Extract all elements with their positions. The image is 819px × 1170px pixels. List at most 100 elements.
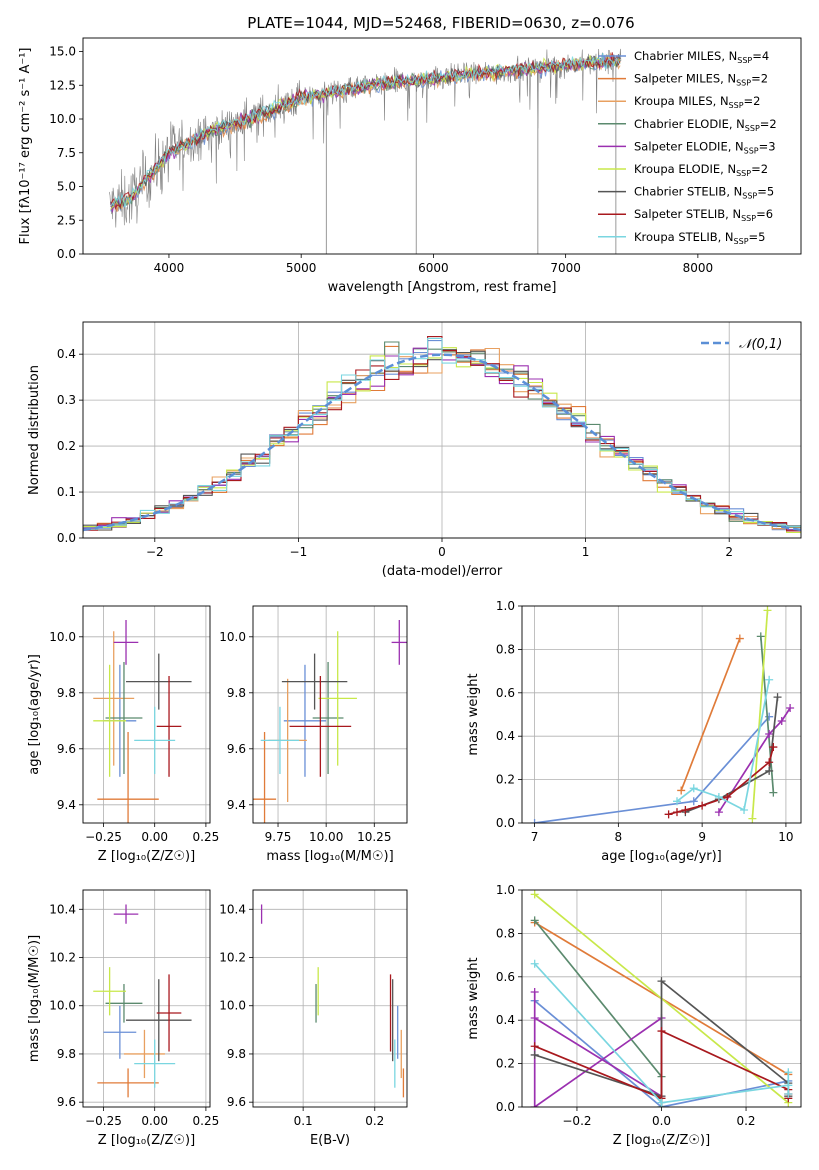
series-line (680, 638, 741, 791)
x-tick-label: 9.75 (265, 830, 292, 844)
weight-lines (530, 890, 793, 1107)
point-marker (530, 890, 539, 899)
x-axis-label: E(B-V) (310, 1133, 350, 1148)
y-tick-label: 1.0 (496, 883, 515, 897)
x-tick-label: 0.2 (736, 1114, 755, 1128)
legend-entry: Chabrier ELODIE, NSSP=2 (634, 117, 777, 133)
spectrum-lines (109, 48, 622, 254)
errorbars (260, 904, 405, 1098)
point-marker (689, 784, 698, 793)
y-tick-label: 2.5 (57, 213, 76, 227)
chart-spectrum: 4000 5000 6000 7000 8000 0.0 2.5 5.0 7.5 10.0 12.5… (18, 37, 802, 295)
point-marker (748, 814, 757, 823)
y-tick-label: 0.4 (496, 729, 515, 743)
point-marker (657, 977, 666, 986)
point-marker (530, 987, 539, 996)
y-tick-label: 5.0 (57, 180, 76, 194)
y-axis-label: Normed distribution (27, 365, 42, 495)
point-marker (763, 606, 772, 615)
chart-mass_vs_ebv: 0.1 0.2 9.6 9.8 10.0 10.2 10.4 E(B-V) (219, 889, 408, 1148)
x-tick-label: 0 (438, 545, 446, 559)
y-tick-label: 0.1 (57, 485, 76, 499)
y-tick-label: 12.5 (49, 78, 76, 92)
point-marker (723, 792, 732, 801)
series-line (534, 919, 663, 1107)
point-marker (530, 916, 539, 925)
errorbars (93, 904, 192, 1098)
x-tick-label: 10.00 (309, 830, 343, 844)
y-tick-label: 10.0 (49, 112, 76, 126)
x-tick-label: −2 (146, 545, 164, 559)
point-marker (530, 1042, 539, 1051)
legend-entry: Kroupa STELIB, NSSP=5 (634, 230, 765, 246)
x-tick-label: 0.0 (652, 1114, 671, 1128)
x-tick-label: 4000 (154, 261, 185, 275)
point-marker (677, 786, 686, 795)
point-marker (657, 1027, 666, 1036)
x-tick-label: 10.25 (357, 830, 391, 844)
point-marker (530, 1050, 539, 1059)
y-axis-label: mass weight (466, 673, 481, 755)
weight-lines (530, 606, 795, 823)
y-tick-label: 0.0 (57, 247, 76, 261)
axes-frame (82, 605, 211, 824)
axes-frame (82, 37, 802, 255)
y-tick-label: 0.6 (496, 686, 515, 700)
y-tick-label: 9.6 (227, 742, 246, 756)
point-marker (530, 1014, 539, 1023)
point-marker (530, 959, 539, 968)
point-marker (765, 766, 774, 775)
y-tick-label: 0.0 (57, 531, 76, 545)
histograms (83, 336, 801, 535)
y-axis-label: mass weight (466, 957, 481, 1039)
y-axis-label: age [log₁₀(age/yr)] (27, 654, 42, 775)
x-tick-label: 7 (531, 830, 539, 844)
point-marker (786, 703, 795, 712)
x-axis-label: Z [log₁₀(Z/Z☉)] (98, 849, 195, 864)
model-fit-line (110, 54, 621, 210)
point-marker (773, 693, 782, 702)
y-tick-label: 10.2 (219, 951, 246, 965)
y-tick-label: 10.0 (49, 999, 76, 1013)
y-tick-label: 0.4 (496, 1013, 515, 1027)
point-marker (784, 1068, 793, 1077)
y-tick-label: 9.8 (227, 686, 246, 700)
y-tick-label: 0.0 (496, 816, 515, 830)
x-axis-label: wavelength [Angstrom, rest frame] (328, 280, 557, 295)
x-tick-label: 0.2 (365, 1114, 384, 1128)
model-fit-line (110, 55, 621, 210)
y-tick-label: 10.0 (49, 630, 76, 644)
legend-entry: Kroupa ELODIE, NSSP=2 (634, 162, 768, 178)
y-tick-label: 0.8 (496, 642, 515, 656)
y-tick-label: 0.2 (57, 439, 76, 453)
y-tick-label: 9.8 (227, 1047, 246, 1061)
y-tick-label: 10.0 (219, 630, 246, 644)
y-tick-label: 15.0 (49, 45, 76, 59)
x-tick-label: −0.25 (85, 1114, 122, 1128)
x-tick-label: 0.00 (141, 1114, 168, 1128)
x-tick-label: 0.1 (294, 1114, 313, 1128)
axes-frame (82, 321, 802, 539)
series-line (534, 716, 770, 823)
y-tick-label: 9.6 (57, 742, 76, 756)
legend-entry: Salpeter ELODIE, NSSP=3 (634, 139, 776, 155)
point-marker (784, 1081, 793, 1090)
errorbars (253, 620, 407, 823)
x-axis-label: age [log₁₀(age/yr)] (601, 849, 722, 864)
point-marker (769, 743, 778, 752)
y-tick-label: 9.4 (227, 798, 246, 812)
point-marker (714, 792, 723, 801)
y-tick-label: 9.6 (227, 1095, 246, 1109)
y-tick-label: 9.4 (57, 798, 76, 812)
chart-age_vs_Z: −0.25 0.00 0.25 9.4 9.6 9.8 10.0 Z [log₁₀(Z/Z☉)… (27, 605, 219, 864)
x-tick-label: 0.25 (193, 1114, 220, 1128)
x-tick-label: 7000 (550, 261, 581, 275)
series-line (534, 1000, 789, 1107)
y-tick-label: 0.4 (57, 347, 76, 361)
point-marker (714, 808, 723, 817)
axes-frame (252, 889, 408, 1108)
x-tick-label: 8000 (683, 261, 714, 275)
y-tick-label: 10.4 (49, 902, 76, 916)
point-marker (673, 808, 681, 817)
